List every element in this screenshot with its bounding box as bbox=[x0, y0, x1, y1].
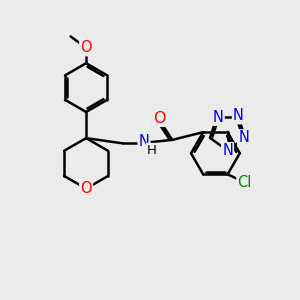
Text: N: N bbox=[213, 110, 224, 125]
Text: H: H bbox=[146, 143, 156, 157]
Text: N: N bbox=[222, 143, 233, 158]
Text: O: O bbox=[153, 111, 166, 126]
Text: N: N bbox=[233, 108, 244, 123]
Text: N: N bbox=[238, 130, 249, 146]
Text: N: N bbox=[139, 134, 149, 149]
Text: Cl: Cl bbox=[237, 175, 252, 190]
Text: O: O bbox=[80, 40, 92, 55]
Text: O: O bbox=[80, 181, 92, 196]
